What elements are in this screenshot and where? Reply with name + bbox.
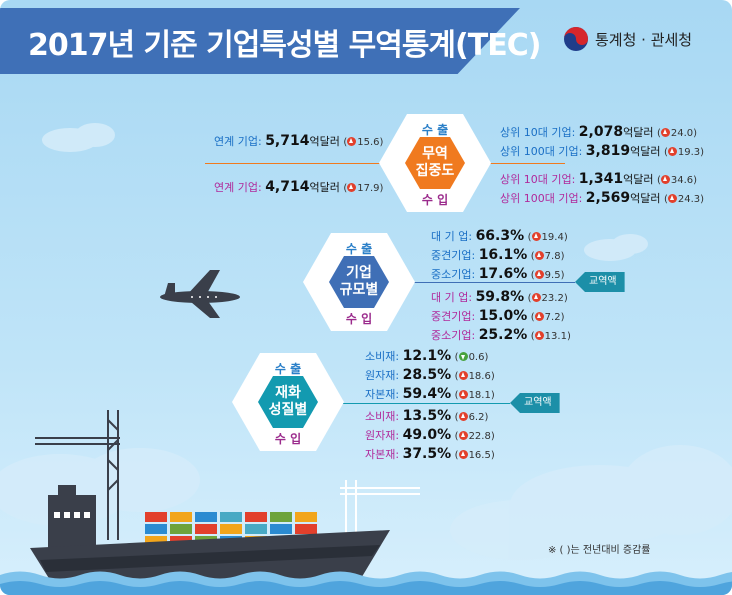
up-arrow-icon	[660, 128, 670, 137]
title-banner	[0, 8, 520, 74]
hex-title-line1: 무역	[422, 146, 448, 162]
hex-concentration-core: 무역 집중도	[405, 137, 465, 189]
up-arrow-icon	[534, 331, 544, 340]
hex-goods-type-core: 재화 성질별	[258, 376, 318, 428]
import-label: 수 입	[421, 193, 449, 207]
hex-title-line1: 기업	[346, 265, 372, 281]
up-arrow-icon	[347, 137, 357, 146]
crane-left-icon	[35, 410, 120, 540]
export-label: 수 출	[421, 123, 449, 137]
trade-volume-tag: 교역액	[575, 272, 625, 292]
agency-logo: 통계청 · 관세청	[563, 26, 692, 52]
up-arrow-icon	[531, 293, 541, 302]
size-import-mid: 중견기업: 15.0% (7.2)	[431, 308, 565, 324]
cargo-ship-icon	[30, 485, 390, 580]
footnote: ※ ( )는 전년대비 증감률	[548, 545, 651, 556]
page-title: 2017년 기준 기업특성별 무역통계(TEC)	[28, 28, 541, 63]
size-import-large: 대 기 업: 59.8% (23.2)	[431, 289, 568, 305]
airplane-icon	[160, 270, 240, 318]
size-export-large: 대 기 업: 66.3% (19.4)	[431, 228, 568, 244]
up-arrow-icon	[667, 194, 677, 203]
import-label: 수 입	[345, 312, 373, 326]
hex-title-line2: 규모별	[339, 282, 379, 298]
up-arrow-icon	[458, 431, 468, 440]
export-label: 수 출	[274, 362, 302, 376]
taegeuk-logo-icon	[564, 27, 588, 51]
up-arrow-icon	[458, 371, 468, 380]
import-top100-row: 상위 100대 기업: 2,569억달러 (24.3)	[500, 190, 705, 206]
logo-text: 통계청 · 관세청	[595, 30, 693, 49]
export-top10-row: 상위 10대 기업: 2,078억달러 (24.0)	[500, 124, 698, 140]
up-arrow-icon	[667, 147, 677, 156]
up-arrow-icon	[458, 412, 468, 421]
up-arrow-icon	[531, 232, 541, 241]
goods-import-consumer: 소비재: 13.5% (6.2)	[365, 408, 489, 424]
import-linked-row: 연계 기업: 4,714억달러 (17.9)	[214, 179, 384, 195]
export-label: 수 출	[345, 242, 373, 256]
size-import-small: 중소기업: 25.2% (13.1)	[431, 327, 571, 343]
up-arrow-icon	[534, 251, 544, 260]
hex-title-line2: 집중도	[415, 163, 455, 179]
up-arrow-icon	[458, 390, 468, 399]
size-export-mid: 중견기업: 16.1% (7.8)	[431, 247, 565, 263]
up-arrow-icon	[347, 183, 357, 192]
trade-volume-tag: 교역액	[510, 393, 560, 413]
up-arrow-icon	[534, 270, 544, 279]
goods-export-capital: 자본재: 59.4% (18.1)	[365, 386, 495, 402]
hex-title-line1: 재화	[275, 385, 301, 401]
up-arrow-icon	[534, 312, 544, 321]
goods-import-raw: 원자재: 49.0% (22.8)	[365, 427, 495, 443]
up-arrow-icon	[458, 450, 468, 459]
hex-title-line2: 성질별	[268, 402, 308, 418]
goods-export-consumer: 소비재: 12.1% (0.6)	[365, 348, 489, 364]
export-top100-row: 상위 100대 기업: 3,819억달러 (19.3)	[500, 143, 705, 159]
crane-right-icon	[340, 480, 420, 540]
size-export-small: 중소기업: 17.6% (9.5)	[431, 266, 565, 282]
divider-goods-type	[330, 403, 510, 404]
import-label: 수 입	[274, 432, 302, 446]
hex-company-size-core: 기업 규모별	[329, 256, 389, 308]
goods-export-raw: 원자재: 28.5% (18.6)	[365, 367, 495, 383]
down-arrow-icon	[458, 352, 468, 361]
up-arrow-icon	[660, 175, 670, 184]
divider-company-size	[400, 282, 575, 283]
goods-import-capital: 자본재: 37.5% (16.5)	[365, 446, 495, 462]
export-linked-row: 연계 기업: 5,714억달러 (15.6)	[214, 133, 384, 149]
import-top10-row: 상위 10대 기업: 1,341억달러 (34.6)	[500, 171, 698, 187]
